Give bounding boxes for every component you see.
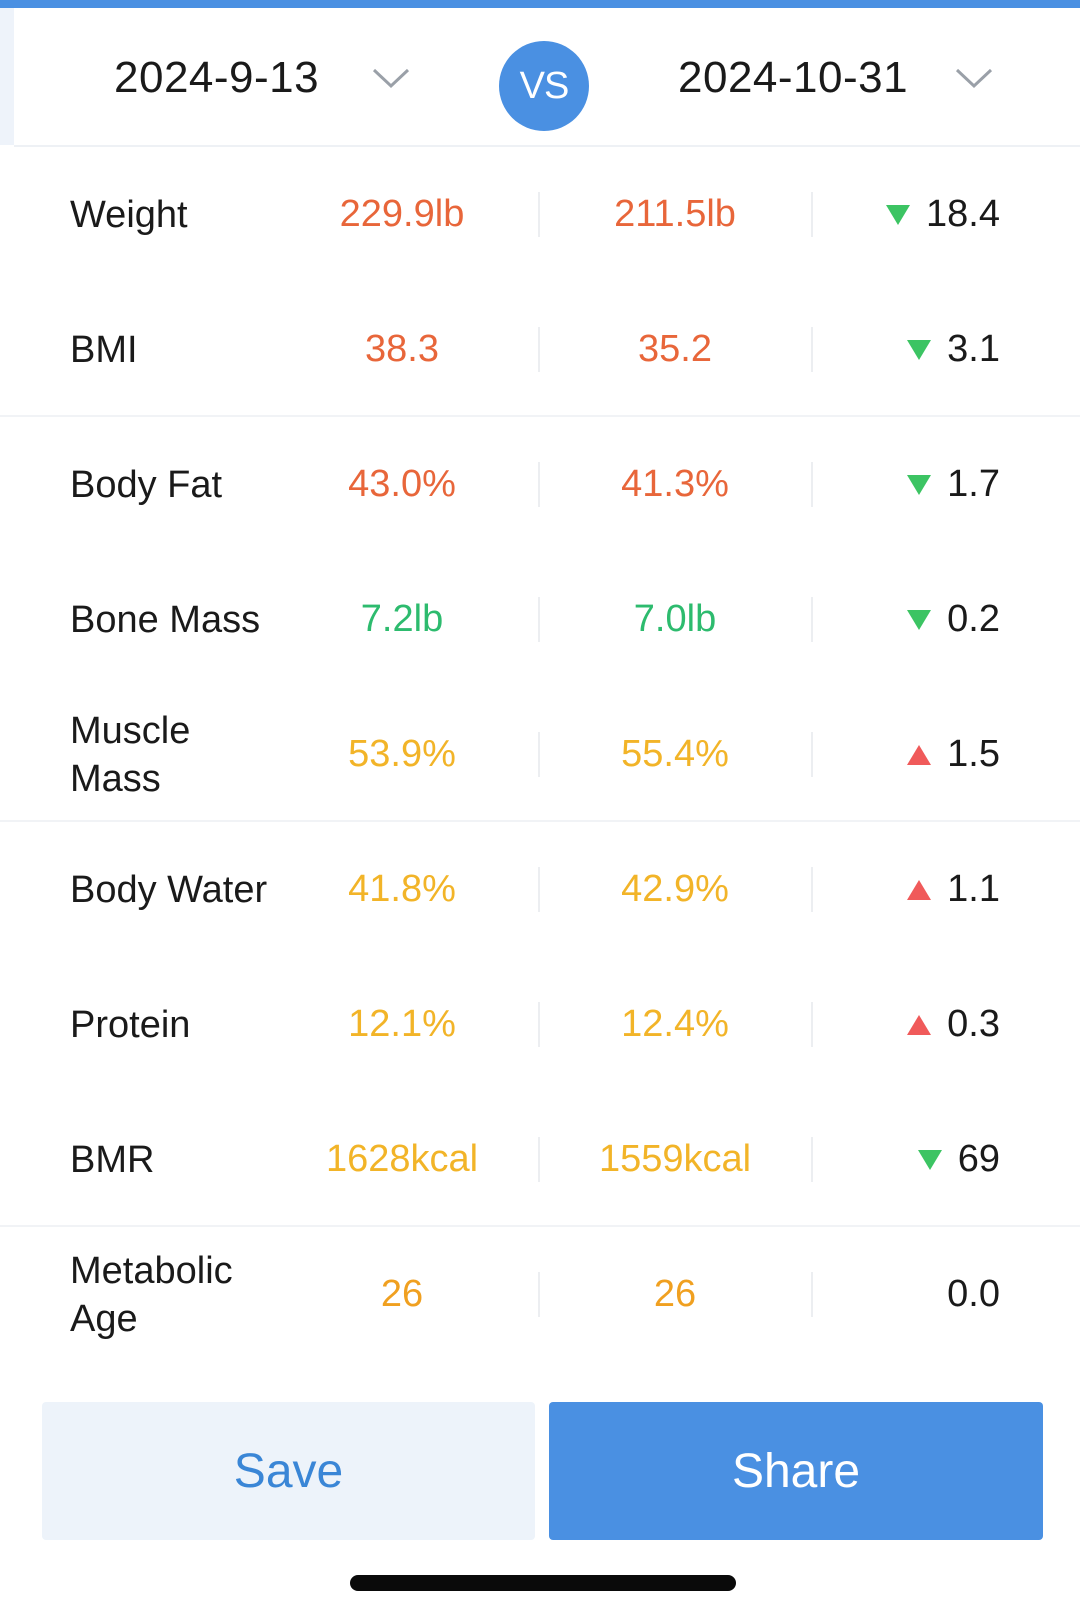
- metric-row: Bone Mass 7.2lb 7.0lb 0.2: [0, 552, 1080, 687]
- metric-row: BMI 38.3 35.2 3.1: [0, 282, 1080, 417]
- column-divider: [811, 327, 813, 372]
- column-divider: [538, 1002, 540, 1047]
- metric-value-second-date: 1559kcal: [598, 1138, 752, 1180]
- metric-value-second-date: 35.2: [638, 328, 712, 370]
- left-date-text: 2024-9-13: [114, 53, 320, 102]
- home-indicator: [350, 1575, 736, 1591]
- metric-value-first-date: 229.9lb: [339, 193, 465, 235]
- metric-row: Metabolic Age 26 26 0.0: [0, 1227, 1080, 1362]
- column-divider: [811, 1272, 813, 1317]
- left-edge-strip: [0, 8, 14, 145]
- metric-row: Body Water 41.8% 42.9% 1.1: [0, 822, 1080, 957]
- column-divider: [538, 1137, 540, 1182]
- metric-change: 0.0: [800, 1227, 1000, 1362]
- metric-change-value: 0.2: [947, 598, 1000, 640]
- column-divider: [538, 192, 540, 237]
- column-divider: [811, 1137, 813, 1182]
- date-compare-header: 2024-9-13 VS 2024-10-31: [14, 8, 1080, 147]
- metric-row: Muscle Mass 53.9% 55.4% 1.5: [0, 687, 1080, 822]
- metric-change: 69: [800, 1092, 1000, 1227]
- triangle-up-icon: [907, 744, 932, 765]
- column-divider: [538, 462, 540, 507]
- metric-label: Body Water: [70, 868, 268, 911]
- column-divider: [538, 867, 540, 912]
- metric-value-second-date: 12.4%: [621, 1003, 729, 1045]
- right-date-selector[interactable]: 2024-10-31: [678, 48, 994, 108]
- left-date-selector[interactable]: 2024-9-13: [114, 48, 411, 108]
- metric-row: Body Fat 43.0% 41.3% 1.7: [0, 417, 1080, 552]
- metric-row: Protein 12.1% 12.4% 0.3: [0, 957, 1080, 1092]
- metric-value-first-date: 12.1%: [348, 1003, 456, 1045]
- metric-change: 3.1: [800, 282, 1000, 417]
- metric-value-second-date: 41.3%: [621, 463, 729, 505]
- triangle-down-icon: [917, 1149, 942, 1170]
- right-date-text: 2024-10-31: [678, 53, 909, 102]
- metric-change: 1.1: [800, 822, 1000, 957]
- triangle-down-icon: [907, 474, 932, 495]
- metric-value-first-date: 43.0%: [348, 463, 456, 505]
- column-divider: [811, 867, 813, 912]
- metric-label: BMI: [70, 328, 138, 371]
- column-divider: [811, 462, 813, 507]
- metric-change: 1.7: [800, 417, 1000, 552]
- metric-change-value: 3.1: [947, 328, 1000, 370]
- metrics-comparison-list: Weight 229.9lb 211.5lb 18.4 BMI 38.3 35.2 3.1 Bo…: [0, 147, 1080, 1362]
- triangle-down-icon: [907, 339, 932, 360]
- column-divider: [538, 327, 540, 372]
- triangle-up-icon: [907, 879, 932, 900]
- vs-badge: VS: [499, 41, 589, 131]
- metric-value-first-date: 7.2lb: [360, 598, 444, 640]
- metric-change-value: 0.3: [947, 1003, 1000, 1045]
- metric-label: Weight: [70, 193, 188, 236]
- metric-change-value: 18.4: [926, 193, 1000, 235]
- metric-change-value: 1.5: [947, 733, 1000, 775]
- metric-change-value: 1.1: [947, 868, 1000, 910]
- triangle-down-icon: [907, 609, 932, 630]
- metric-value-first-date: 53.9%: [348, 733, 456, 775]
- metric-change-value: 1.7: [947, 463, 1000, 505]
- column-divider: [538, 597, 540, 642]
- metric-label: Body Fat: [70, 463, 223, 506]
- metric-row: Weight 229.9lb 211.5lb 18.4: [0, 147, 1080, 282]
- share-button[interactable]: Share: [549, 1402, 1043, 1540]
- metric-value-second-date: 42.9%: [621, 868, 729, 910]
- metric-change: 1.5: [800, 687, 1000, 822]
- metric-row: BMR 1628kcal 1559kcal 69: [0, 1092, 1080, 1227]
- metric-change: 18.4: [800, 147, 1000, 282]
- metric-label: Metabolic Age: [70, 1249, 233, 1340]
- metric-change: 0.3: [800, 957, 1000, 1092]
- metric-value-second-date: 26: [653, 1273, 697, 1315]
- column-divider: [811, 732, 813, 777]
- triangle-up-icon: [907, 1014, 932, 1035]
- metric-label: Bone Mass: [70, 598, 261, 641]
- metric-label: Muscle Mass: [70, 709, 191, 800]
- metric-change-value: 69: [957, 1138, 1000, 1180]
- column-divider: [538, 732, 540, 777]
- metric-label: BMR: [70, 1138, 155, 1181]
- top-accent-bar: [0, 0, 1080, 8]
- chevron-down-icon: [371, 66, 411, 90]
- save-button[interactable]: Save: [42, 1402, 535, 1540]
- chevron-down-icon: [954, 66, 994, 90]
- metric-label: Protein: [70, 1003, 191, 1046]
- metric-value-first-date: 1628kcal: [325, 1138, 479, 1180]
- column-divider: [811, 597, 813, 642]
- metric-value-first-date: 41.8%: [348, 868, 456, 910]
- column-divider: [811, 1002, 813, 1047]
- metric-change-value: 0.0: [947, 1273, 1000, 1315]
- metric-value-second-date: 211.5lb: [614, 193, 736, 235]
- metric-value-second-date: 55.4%: [621, 733, 729, 775]
- metric-value-first-date: 38.3: [365, 328, 439, 370]
- triangle-down-icon: [886, 204, 911, 225]
- column-divider: [538, 1272, 540, 1317]
- column-divider: [811, 192, 813, 237]
- metric-change: 0.2: [800, 552, 1000, 687]
- metric-value-second-date: 7.0lb: [633, 598, 717, 640]
- metric-value-first-date: 26: [380, 1273, 424, 1315]
